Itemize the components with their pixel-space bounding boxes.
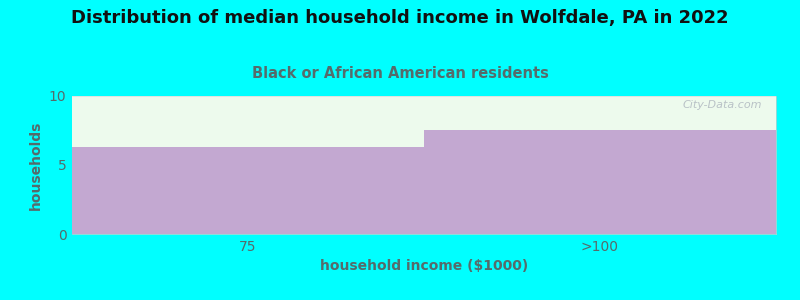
Text: Black or African American residents: Black or African American residents [251,66,549,81]
Y-axis label: households: households [30,120,43,210]
X-axis label: household income ($1000): household income ($1000) [320,259,528,273]
Text: City-Data.com: City-Data.com [682,100,762,110]
Bar [72,147,424,234]
Text: Distribution of median household income in Wolfdale, PA in 2022: Distribution of median household income … [71,9,729,27]
Bar [424,130,776,234]
